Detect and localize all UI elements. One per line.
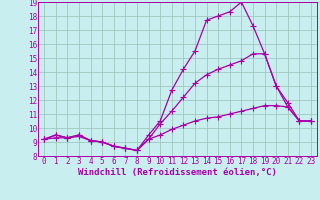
X-axis label: Windchill (Refroidissement éolien,°C): Windchill (Refroidissement éolien,°C) bbox=[78, 168, 277, 177]
